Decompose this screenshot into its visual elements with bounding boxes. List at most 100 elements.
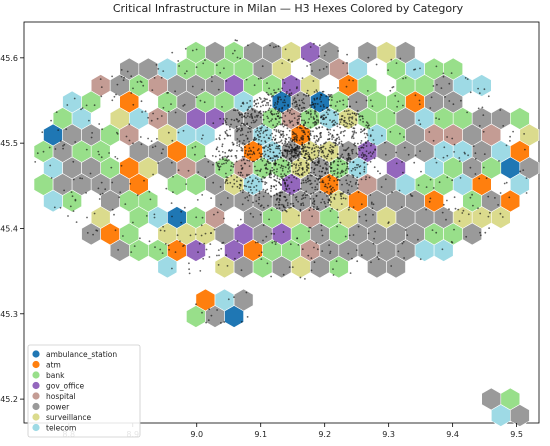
infrastructure-point	[316, 98, 318, 100]
infrastructure-point	[108, 152, 110, 154]
infrastructure-point	[326, 161, 329, 163]
infrastructure-point	[251, 192, 254, 194]
infrastructure-point	[215, 64, 218, 67]
infrastructure-point	[364, 159, 367, 161]
infrastructure-point	[261, 101, 263, 104]
infrastructure-point	[231, 141, 234, 144]
infrastructure-point	[263, 157, 266, 160]
infrastructure-point	[246, 153, 249, 156]
infrastructure-point	[302, 197, 305, 200]
infrastructure-point	[240, 164, 243, 167]
infrastructure-point	[394, 94, 397, 97]
infrastructure-point	[282, 154, 285, 157]
infrastructure-point	[257, 142, 260, 145]
infrastructure-point	[266, 98, 268, 101]
infrastructure-point	[508, 196, 511, 199]
infrastructure-point	[195, 303, 197, 306]
infrastructure-point	[170, 103, 172, 105]
infrastructure-point	[306, 89, 309, 92]
infrastructure-point	[324, 183, 327, 186]
infrastructure-point	[269, 44, 271, 47]
infrastructure-point	[342, 103, 345, 106]
infrastructure-point	[391, 86, 394, 89]
infrastructure-point	[80, 108, 82, 111]
infrastructure-point	[223, 118, 225, 120]
infrastructure-point	[281, 203, 283, 206]
infrastructure-point	[257, 134, 259, 137]
infrastructure-point	[202, 257, 205, 260]
infrastructure-point	[364, 154, 366, 156]
infrastructure-point	[218, 150, 220, 153]
infrastructure-point	[315, 194, 318, 197]
infrastructure-point	[266, 126, 269, 129]
infrastructure-point	[221, 163, 223, 166]
infrastructure-point	[226, 197, 229, 199]
infrastructure-point	[115, 93, 117, 96]
infrastructure-point	[322, 68, 325, 70]
infrastructure-point	[457, 208, 460, 211]
infrastructure-point	[180, 221, 183, 224]
legend-marker	[32, 360, 40, 369]
infrastructure-point	[251, 117, 254, 120]
infrastructure-point	[266, 160, 269, 163]
infrastructure-point	[281, 169, 284, 172]
infrastructure-point	[420, 170, 422, 173]
infrastructure-point	[295, 146, 298, 149]
infrastructure-point	[236, 240, 239, 243]
infrastructure-point	[325, 167, 327, 170]
infrastructure-point	[268, 120, 271, 123]
infrastructure-point	[267, 117, 269, 119]
infrastructure-point	[245, 185, 248, 188]
infrastructure-point	[295, 177, 298, 180]
infrastructure-point	[320, 100, 323, 103]
infrastructure-point	[362, 146, 365, 149]
infrastructure-point	[395, 162, 398, 165]
infrastructure-point	[317, 146, 320, 149]
infrastructure-point	[281, 123, 284, 126]
infrastructure-point	[414, 94, 417, 97]
infrastructure-point	[329, 146, 331, 149]
hex-cell-bank	[62, 189, 82, 213]
infrastructure-point	[369, 135, 372, 138]
infrastructure-point	[329, 132, 332, 135]
infrastructure-point	[497, 204, 499, 206]
infrastructure-point	[89, 172, 92, 175]
infrastructure-point	[212, 163, 214, 166]
infrastructure-point	[140, 143, 143, 146]
infrastructure-point	[326, 128, 329, 131]
infrastructure-point	[81, 107, 84, 109]
infrastructure-point	[314, 113, 316, 115]
infrastructure-point	[338, 138, 341, 141]
infrastructure-point	[268, 173, 271, 176]
infrastructure-point	[310, 116, 312, 118]
infrastructure-point	[236, 180, 238, 183]
infrastructure-point	[324, 147, 327, 150]
infrastructure-point	[274, 138, 277, 140]
infrastructure-point	[288, 95, 291, 97]
infrastructure-point	[294, 105, 297, 108]
infrastructure-point	[256, 127, 259, 130]
infrastructure-point	[236, 185, 239, 188]
infrastructure-point	[274, 108, 277, 111]
infrastructure-point	[328, 98, 331, 101]
infrastructure-point	[329, 210, 332, 212]
infrastructure-point	[233, 296, 235, 298]
infrastructure-point	[367, 152, 370, 155]
infrastructure-point	[280, 173, 282, 176]
infrastructure-point	[333, 196, 336, 199]
infrastructure-point	[188, 268, 191, 271]
infrastructure-point	[311, 148, 313, 151]
infrastructure-point	[315, 242, 318, 244]
infrastructure-point	[362, 117, 364, 120]
infrastructure-point	[310, 159, 312, 161]
infrastructure-point	[238, 187, 241, 190]
infrastructure-point	[343, 110, 346, 112]
infrastructure-point	[293, 132, 296, 135]
infrastructure-point	[259, 127, 262, 130]
infrastructure-point	[328, 109, 331, 112]
infrastructure-point	[355, 101, 358, 103]
infrastructure-point	[302, 151, 305, 153]
hex-cell-telecom	[471, 74, 492, 97]
infrastructure-point	[402, 240, 405, 243]
